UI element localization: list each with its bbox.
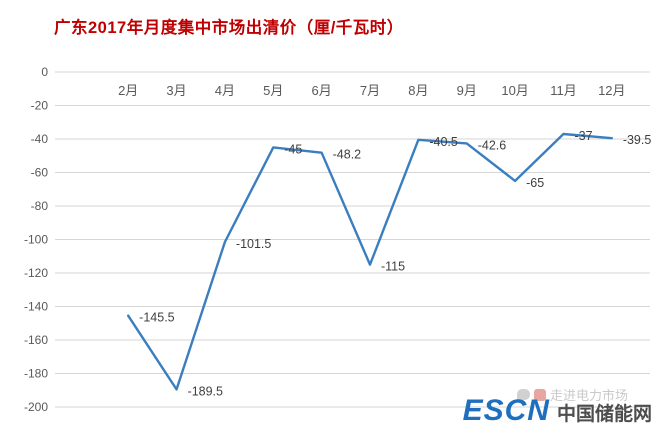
y-tick-label: -40 [31,132,49,146]
y-tick-label: -120 [24,266,48,280]
y-tick-label: 0 [41,65,48,79]
data-label: -115 [381,260,405,274]
data-label: -39.5 [623,133,652,147]
chart-title: 广东2017年月度集中市场出清价（厘/千瓦时） [54,19,404,37]
data-label: -189.5 [188,384,223,398]
x-tick-label: 2月 [118,83,138,98]
x-tick-label: 3月 [166,83,186,98]
y-tick-label: -100 [24,233,48,247]
x-tick-label: 9月 [457,83,477,98]
data-label: -40.5 [429,135,458,149]
watermark: 走进电力市场 [516,385,628,404]
site-name-text: 中国储能网 [556,404,652,425]
data-label: -45 [284,142,302,156]
escn-logo-text: ESCN [462,394,550,427]
escn-logo: ESCN 中国储能网 [463,394,652,428]
y-tick-label: -200 [24,400,48,414]
y-tick-label: -60 [31,166,49,180]
data-label: -48.2 [333,148,362,162]
data-label: -42.6 [478,138,507,152]
seal-icon [533,388,546,401]
x-tick-label: 11月 [550,83,577,98]
x-tick-label: 12月 [598,83,625,98]
x-tick-label: 5月 [263,83,283,98]
wechat-icon [516,389,530,400]
x-tick-label: 8月 [408,83,428,98]
x-tick-label: 4月 [215,83,235,98]
y-tick-label: -160 [24,333,48,347]
data-label: -101.5 [236,237,271,251]
x-tick-label: 6月 [312,83,332,98]
y-tick-label: -180 [24,367,48,381]
y-tick-label: -20 [31,99,49,113]
data-label: -145.5 [139,311,174,325]
price-line [126,132,614,391]
y-tick-label: -140 [24,300,48,314]
watermark-text: 走进电力市场 [549,388,628,403]
data-label: -65 [526,176,544,190]
x-tick-label: 10月 [501,83,528,98]
data-label: -37 [574,129,592,143]
y-tick-label: -80 [31,199,49,213]
x-tick-label: 7月 [360,83,380,98]
